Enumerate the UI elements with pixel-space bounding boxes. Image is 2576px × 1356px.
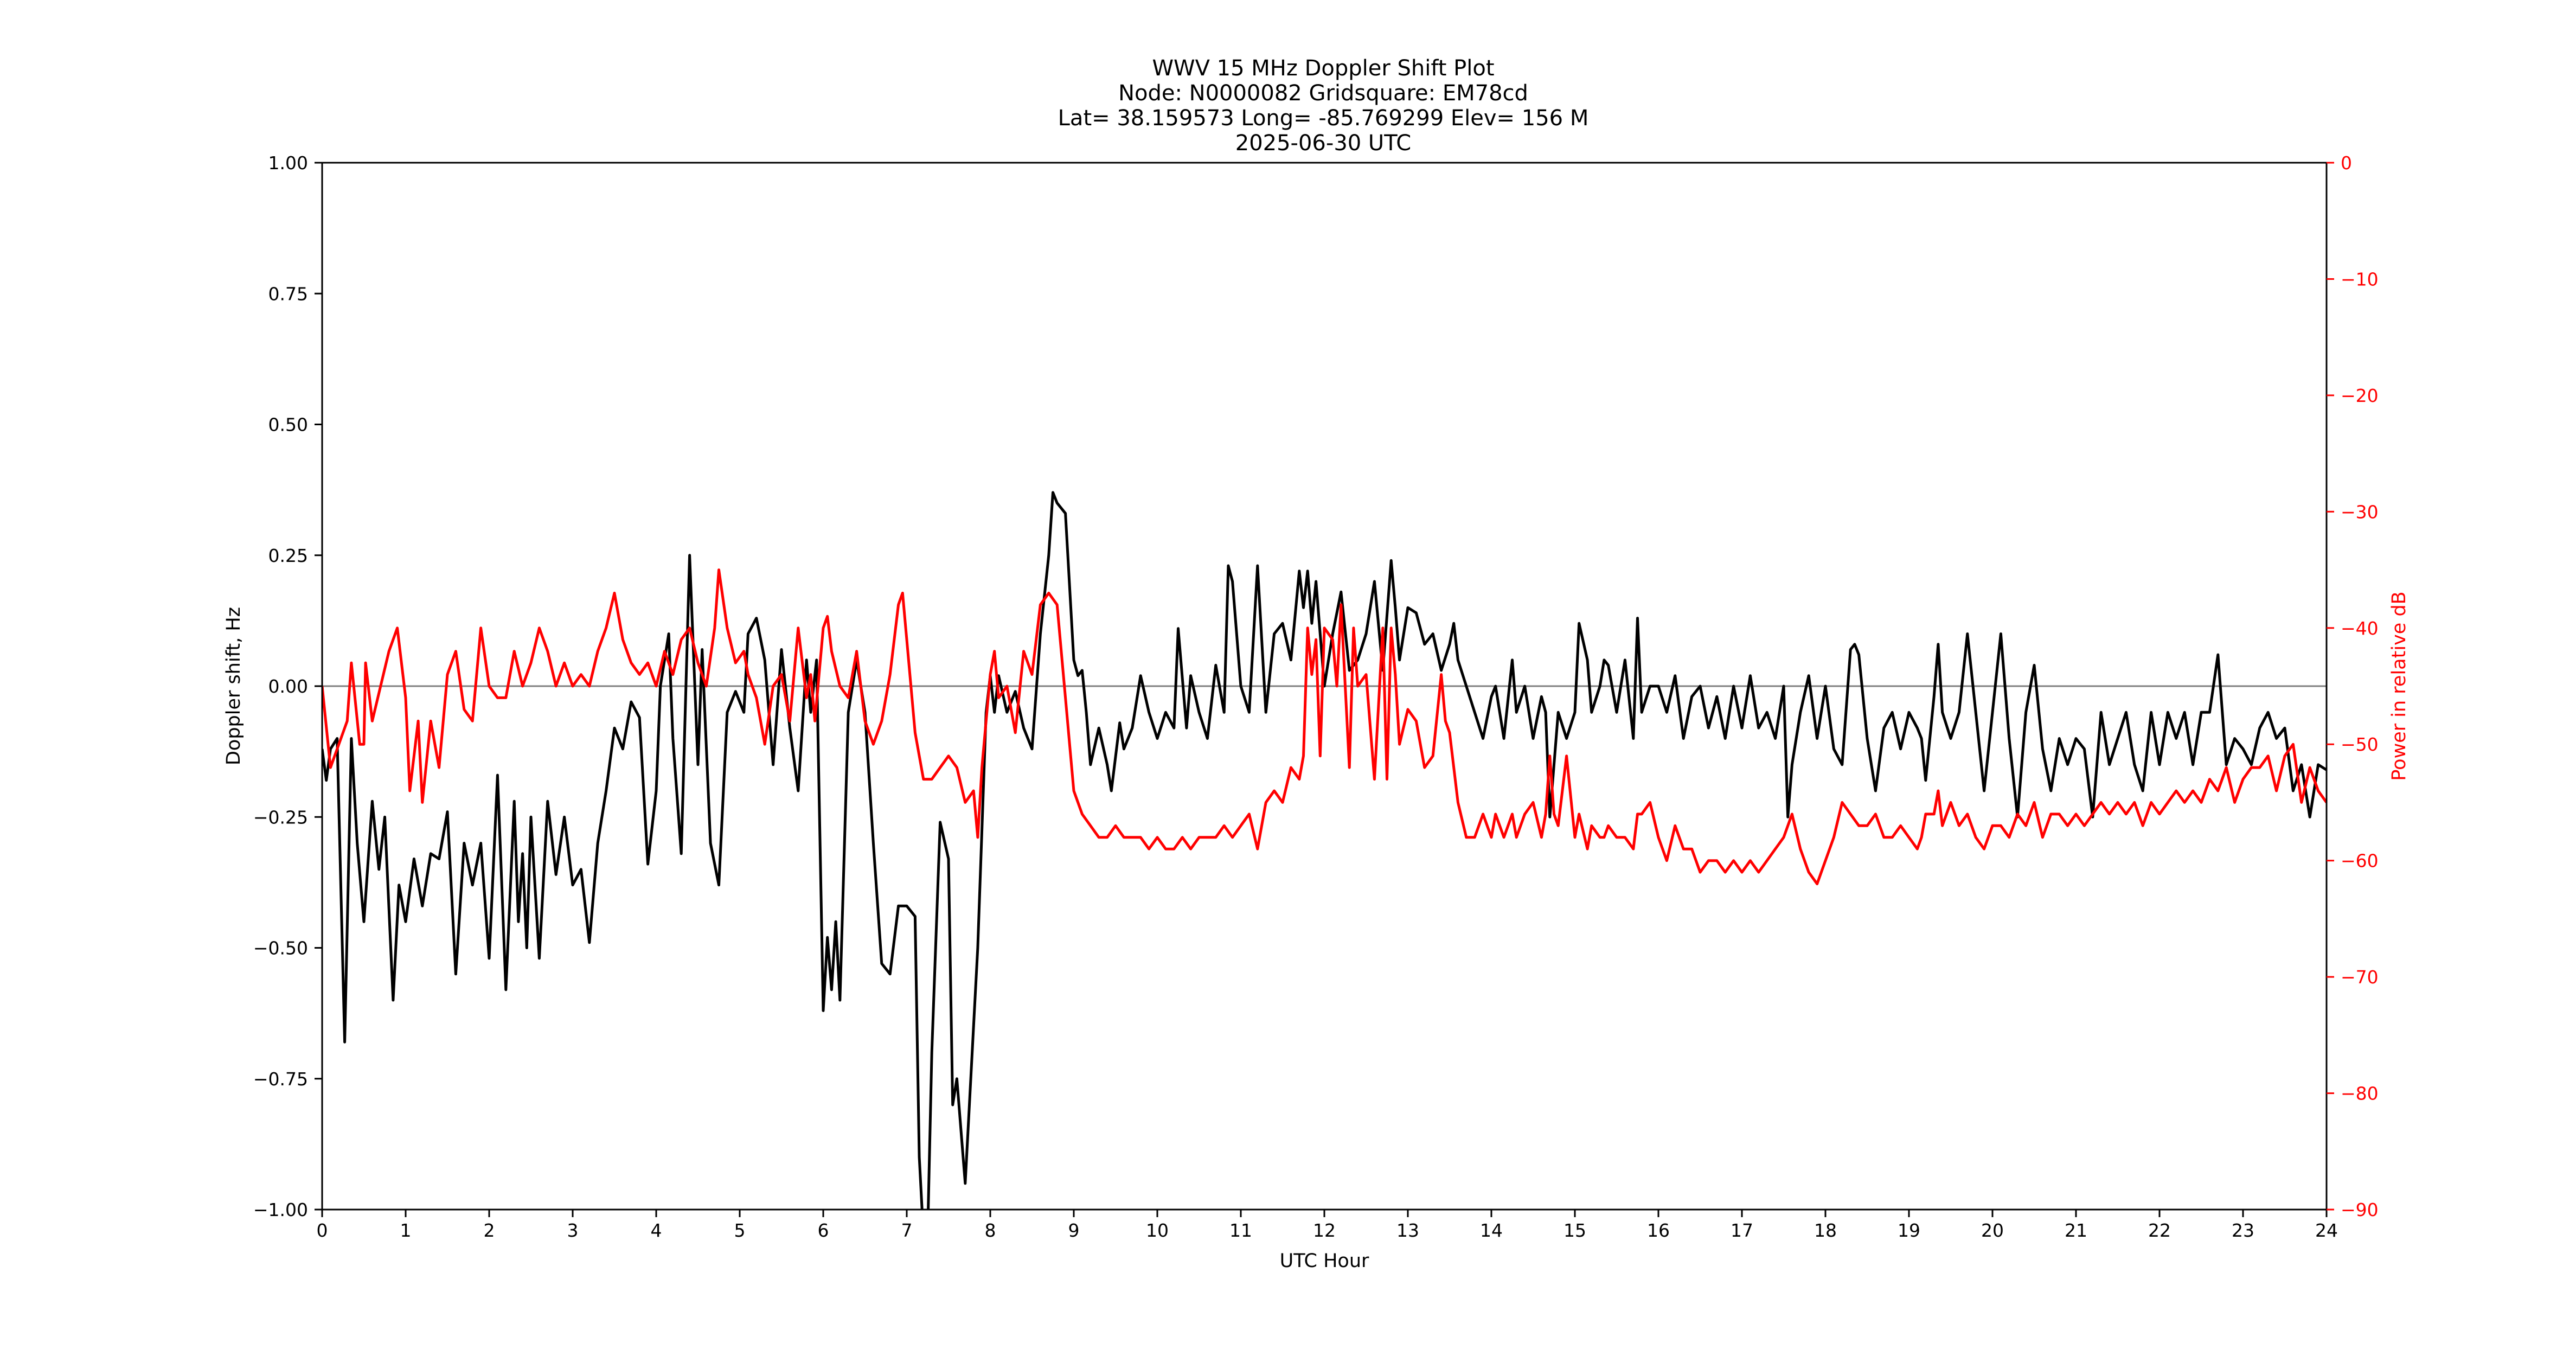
title-line-1: WWV 15 MHz Doppler Shift Plot	[1152, 56, 1494, 81]
x-tick-label: 0	[317, 1220, 328, 1241]
right-y-tick-label: −40	[2341, 618, 2379, 639]
x-tick-label: 10	[1146, 1220, 1169, 1241]
title-line-2: Node: N0000082 Gridsquare: EM78cd	[1118, 81, 1528, 106]
power-series-line	[322, 568, 2327, 886]
x-tick-label: 3	[567, 1220, 579, 1241]
x-tick-label: 12	[1313, 1220, 1336, 1241]
doppler-shift-series-line	[322, 491, 2327, 1210]
x-tick-label: 2	[484, 1220, 495, 1241]
left-y-tick-label: −1.00	[253, 1199, 308, 1220]
left-y-tick-label: −0.25	[253, 807, 308, 828]
right-y-tick-label: −70	[2341, 967, 2379, 988]
right-y-tick-label: −20	[2341, 385, 2379, 406]
left-y-tick-label: 0.50	[268, 414, 308, 436]
right-y-tick-label: −30	[2341, 501, 2379, 522]
x-tick-label: 8	[985, 1220, 996, 1241]
right-y-tick-label: −60	[2341, 850, 2379, 872]
x-tick-label: 6	[818, 1220, 829, 1241]
left-y-tick-label: 1.00	[268, 152, 308, 174]
x-tick-label: 1	[400, 1220, 412, 1241]
x-tick-label: 17	[1731, 1220, 1753, 1241]
right-y-tick-label: −10	[2341, 268, 2379, 290]
x-tick-label: 11	[1229, 1220, 1252, 1241]
x-tick-label: 18	[1814, 1220, 1837, 1241]
left-y-tick-label: −0.50	[253, 938, 308, 959]
x-tick-label: 15	[1563, 1220, 1586, 1241]
right-y-tick-label: −50	[2341, 734, 2379, 755]
x-tick-label: 23	[2232, 1220, 2254, 1241]
right-y-axis-ticks: 0 −10 −20 −30 −40 −50 −60 −70 −80 −90	[2327, 152, 2379, 1220]
left-y-axis-label: Doppler shift, Hz	[223, 607, 245, 765]
x-tick-label: 7	[901, 1220, 913, 1241]
x-tick-label: 9	[1068, 1220, 1080, 1241]
title-line-4: 2025-06-30 UTC	[1235, 131, 1411, 156]
x-tick-label: 21	[2065, 1220, 2087, 1241]
left-y-tick-label: 0.75	[268, 283, 308, 304]
right-y-tick-label: 0	[2341, 152, 2352, 174]
right-y-tick-label: −80	[2341, 1083, 2379, 1104]
left-y-tick-label: −0.75	[253, 1069, 308, 1090]
x-tick-label: 22	[2148, 1220, 2171, 1241]
x-tick-label: 19	[1898, 1220, 1920, 1241]
left-y-tick-label: 0.00	[268, 676, 308, 697]
left-y-tick-label: 0.25	[268, 545, 308, 566]
x-axis-label: UTC Hour	[1280, 1250, 1369, 1272]
right-y-tick-label: −90	[2341, 1199, 2379, 1220]
right-y-axis-label: Power in relative dB	[2388, 591, 2410, 781]
left-y-axis-ticks: 1.00 0.75 0.50 0.25 0.00 −0.25 −0.50 −0.75 −1.00	[253, 152, 322, 1220]
x-tick-label: 24	[2315, 1220, 2338, 1241]
x-tick-label: 16	[1647, 1220, 1670, 1241]
title-line-3: Lat= 38.159573 Long= -85.769299 Elev= 15…	[1058, 106, 1589, 131]
x-tick-label: 5	[734, 1220, 746, 1241]
x-tick-label: 14	[1480, 1220, 1503, 1241]
x-tick-label: 13	[1396, 1220, 1419, 1241]
x-tick-label: 20	[1981, 1220, 2004, 1241]
x-tick-label: 4	[651, 1220, 662, 1241]
x-axis-ticks: 0 1 2 3 4 5 6 7 8 9 10 11 12 13 14 15 16 17 18 19 20 21 22 23 24	[317, 1210, 2338, 1241]
